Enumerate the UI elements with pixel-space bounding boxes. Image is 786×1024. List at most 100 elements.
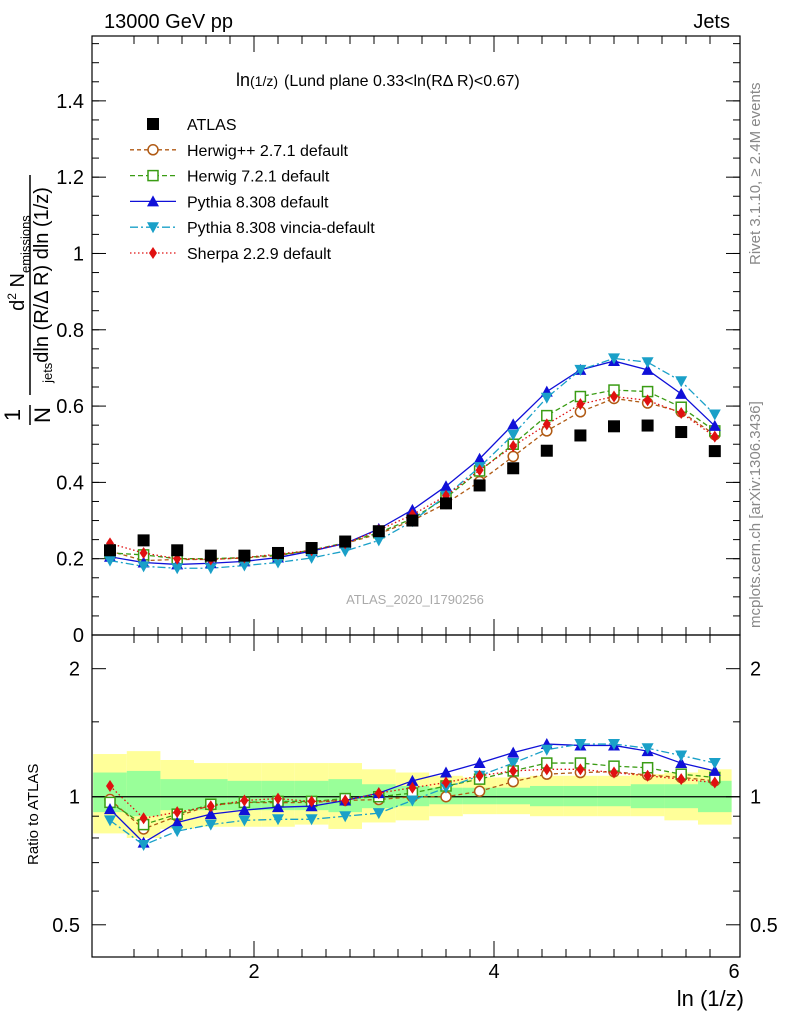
ratio-point-pythia-8-308-vincia-default: [608, 739, 620, 751]
data-point-sherpa-2-2-9-default: [610, 390, 618, 403]
y-tick-label: 0.4: [56, 472, 84, 494]
data-point-atlas: [305, 542, 318, 555]
legend-entry-herwig-7-2-1-default: Herwig 7.2.1 default: [130, 169, 330, 186]
data-point-atlas: [406, 514, 419, 527]
y-tick-label: 0: [73, 625, 84, 647]
ratio-point-pythia-8-308-default: [272, 801, 284, 813]
ratio-plot-frame: [91, 634, 741, 958]
legend-entry-sherpa-2-2-9-default: Sherpa 2.2.9 default: [130, 246, 332, 263]
data-point-herwig-2-7-1-default: [507, 450, 519, 463]
ratio-series-group: [104, 738, 721, 852]
data-point-pythia-8-308-vincia-default: [608, 353, 620, 365]
ratio-point-pythia-8-308-vincia-default: [171, 826, 184, 838]
ratio-point-pythia-8-308-default: [708, 764, 721, 776]
legend-label-herwig-2-7-1-default: Herwig++ 2.7.1 default: [187, 143, 349, 160]
data-point-pythia-8-308-vincia-default: [708, 409, 721, 421]
ratio-tick-label-right: 1: [750, 787, 761, 809]
rivet-version-label: Rivet 3.1.10, ≥ 2.4M events: [747, 83, 764, 266]
ratio-point-sherpa-2-2-9-default: [341, 794, 350, 807]
data-point-pythia-8-308-vincia-default: [171, 563, 184, 575]
legend-label-pythia-8-308-vincia-default: Pythia 8.308 vincia-default: [187, 220, 375, 237]
y-tick-label: 1: [73, 243, 84, 265]
legend-label-herwig-7-2-1-default: Herwig 7.2.1 default: [187, 169, 330, 186]
ratio-point-pythia-8-308-vincia-default: [339, 811, 352, 823]
legend-entry-herwig-2-7-1-default: Herwig++ 2.7.1 default: [130, 143, 349, 160]
legend-marker-sherpa-2-2-9-default: [149, 247, 157, 259]
data-point-pythia-8-308-default: [473, 452, 486, 464]
data-point-pythia-8-308-vincia-default: [507, 429, 520, 441]
data-point-atlas: [104, 544, 116, 557]
legend: ATLAS Herwig++ 2.7.1 default Herwig 7.2.1 …: [130, 117, 375, 263]
data-point-pythia-8-308-default: [641, 363, 654, 375]
ratio-point-pythia-8-308-vincia-default: [272, 814, 284, 826]
ratio-y-axis-label: Ratio to ATLAS: [25, 764, 42, 865]
data-point-sherpa-2-2-9-default: [643, 394, 652, 407]
ratio-tick-label: 1: [69, 787, 80, 809]
data-point-atlas: [272, 546, 284, 559]
x-tick-label: 4: [488, 961, 499, 983]
data-point-pythia-8-308-vincia-default: [137, 561, 150, 573]
ratio-point-pythia-8-308-vincia-default: [372, 808, 385, 820]
x-tick-label: 6: [728, 961, 739, 983]
data-point-pythia-8-308-vincia-default: [339, 546, 352, 558]
data-point-atlas: [339, 535, 352, 548]
ratio-point-pythia-8-308-vincia-default: [675, 750, 688, 762]
data-point-pythia-8-308-vincia-default: [574, 364, 587, 376]
ratio-point-pythia-8-308-default: [406, 774, 419, 786]
data-point-sherpa-2-2-9-default: [139, 546, 148, 559]
series-pythia-8-308-default: [104, 355, 721, 570]
ratio-point-sherpa-2-2-9-default: [374, 787, 383, 800]
y-label-frac-bottom: N: [30, 407, 55, 423]
data-point-pythia-8-308-default: [675, 387, 688, 399]
series-line-pythia-8-308-default: [109, 360, 716, 566]
ratio-tick-label-right: 2: [750, 659, 761, 681]
ratio-tick-label: 2: [69, 659, 80, 681]
ratio-point-sherpa-2-2-9-default: [677, 773, 686, 786]
data-point-atlas: [540, 444, 553, 457]
y-tick-label: 0.6: [56, 396, 84, 418]
ratio-point-sherpa-2-2-9-default: [542, 763, 551, 776]
ratio-point-pythia-8-308-vincia-default: [641, 743, 654, 755]
data-point-pythia-8-308-vincia-default: [104, 555, 116, 567]
ratio-point-herwig-2-7-1-default: [507, 775, 519, 788]
ratio-point-pythia-8-308-vincia-default: [305, 814, 318, 826]
header-process-label: Jets: [693, 11, 730, 33]
ratio-point-sherpa-2-2-9-default: [173, 806, 182, 819]
data-point-pythia-8-308-vincia-default: [540, 392, 553, 404]
ratio-series-sherpa-2-2-9-default: [106, 763, 719, 825]
ratio-point-sherpa-2-2-9-default: [106, 779, 114, 792]
y-tick-label: 0.8: [56, 320, 84, 342]
ratio-point-sherpa-2-2-9-default: [475, 769, 484, 782]
series-atlas: [104, 419, 721, 562]
data-point-pythia-8-308-vincia-default: [305, 552, 318, 564]
y-tick-label: 0.2: [56, 549, 84, 571]
y-label-one: 1: [0, 409, 25, 421]
ratio-band-green: [496, 787, 530, 805]
data-point-sherpa-2-2-9-default: [542, 418, 551, 431]
ratio-point-pythia-8-308-default: [675, 757, 688, 769]
legend-entry-pythia-8-308-vincia-default: Pythia 8.308 vincia-default: [130, 220, 375, 237]
main-series-group: [104, 353, 721, 575]
series-line-sherpa-2-2-9-default: [109, 395, 716, 561]
ratio-point-pythia-8-308-vincia-default: [204, 819, 217, 831]
data-point-atlas: [372, 525, 385, 538]
legend-marker-pythia-8-308-default: [147, 195, 159, 207]
data-point-atlas: [473, 479, 486, 492]
plot-title: ln(1/z) (Lund plane 0.33<ln(RΔ R)<0.67): [236, 70, 520, 90]
legend-marker-herwig-7-2-1-default: [147, 169, 159, 182]
header-energy-label: 13000 GeV pp: [104, 11, 233, 33]
data-point-atlas: [641, 419, 654, 432]
ratio-point-pythia-8-308-default: [440, 766, 452, 778]
legend-marker-herwig-2-7-1-default: [147, 144, 159, 156]
ratio-point-sherpa-2-2-9-default: [710, 776, 719, 789]
data-point-pythia-8-308-vincia-default: [372, 535, 385, 547]
ratio-point-pythia-8-308-vincia-default: [708, 758, 721, 770]
ratio-point-sherpa-2-2-9-default: [509, 764, 518, 777]
legend-entry-pythia-8-308-default: Pythia 8.308 default: [130, 194, 329, 211]
data-point-sherpa-2-2-9-default: [677, 406, 686, 419]
legend-entry-atlas: ATLAS: [147, 117, 237, 134]
data-point-atlas: [204, 549, 217, 562]
data-point-pythia-8-308-default: [507, 418, 520, 430]
ratio-band-green: [597, 785, 631, 807]
ratio-point-pythia-8-308-default: [238, 804, 251, 816]
